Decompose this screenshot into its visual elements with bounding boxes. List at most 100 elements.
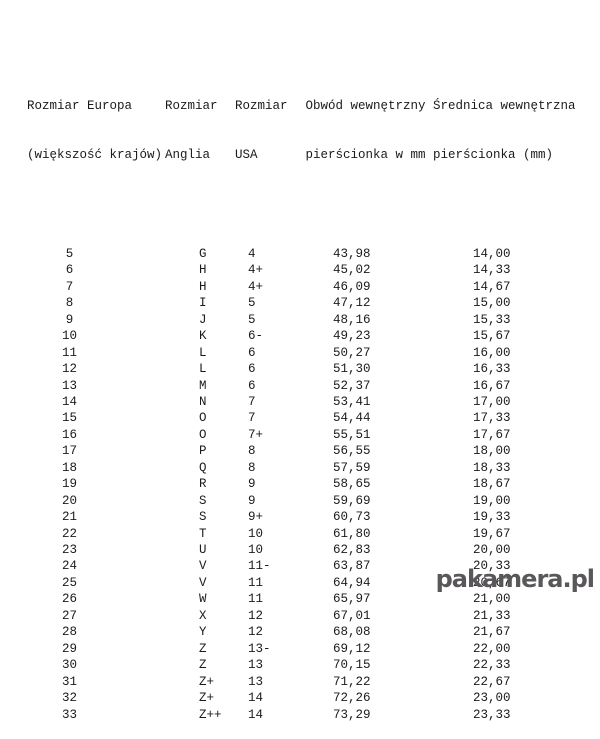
header-circumference: Obwód wewnętrzny pierścionka w mm bbox=[298, 65, 433, 197]
cell-us: 4+ bbox=[248, 279, 264, 294]
cell-circumference: 51,30 bbox=[333, 362, 371, 377]
cell-diameter: 17,67 bbox=[473, 427, 511, 442]
cell-circumference: 50,27 bbox=[333, 345, 371, 360]
cell-circumference: 60,73 bbox=[333, 510, 371, 525]
cell-eu: 13 bbox=[61, 378, 77, 393]
header-uk: Rozmiar Anglia bbox=[165, 65, 235, 197]
table-row: 18 Q 8 57,59 18,33 bbox=[27, 460, 600, 476]
cell-eu: 24 bbox=[61, 559, 77, 574]
cell-diameter: 14,67 bbox=[473, 279, 511, 294]
cell-diameter: 20,67 bbox=[473, 575, 511, 590]
table-row: 14 N 7 53,41 17,00 bbox=[27, 394, 600, 410]
cell-circumference: 46,09 bbox=[333, 279, 371, 294]
header-diameter: Średnica wewnętrzna pierścionka (mm) bbox=[433, 65, 600, 197]
cell-us: 5 bbox=[248, 312, 256, 327]
cell-eu: 32 bbox=[61, 691, 77, 706]
cell-circumference: 71,22 bbox=[333, 674, 371, 689]
cell-eu: 29 bbox=[61, 641, 77, 656]
table-row: 12 L 6 51,30 16,33 bbox=[27, 361, 600, 377]
cell-diameter: 23,00 bbox=[473, 691, 511, 706]
cell-uk: Z++ bbox=[199, 707, 222, 722]
cell-us: 7 bbox=[248, 394, 256, 409]
cell-uk: M bbox=[199, 378, 207, 393]
cell-circumference: 63,87 bbox=[333, 559, 371, 574]
cell-us: 9 bbox=[248, 477, 256, 492]
cell-us: 4+ bbox=[248, 263, 264, 278]
cell-circumference: 72,26 bbox=[333, 691, 371, 706]
cell-diameter: 16,00 bbox=[473, 345, 511, 360]
cell-uk: L bbox=[199, 362, 207, 377]
table-row: 33 Z++ 14 73,29 23,33 bbox=[27, 707, 600, 723]
cell-us: 12 bbox=[248, 625, 264, 640]
header-circumference-line2: pierścionka w mm bbox=[305, 148, 426, 163]
cell-eu: 20 bbox=[61, 493, 77, 508]
cell-diameter: 20,33 bbox=[473, 559, 511, 574]
cell-circumference: 53,41 bbox=[333, 394, 371, 409]
cell-circumference: 47,12 bbox=[333, 296, 371, 311]
cell-diameter: 22,00 bbox=[473, 641, 511, 656]
cell-diameter: 21,33 bbox=[473, 608, 511, 623]
cell-eu: 7 bbox=[65, 279, 74, 294]
ring-size-chart-page: { "page": { "background": "#ffffff", "te… bbox=[27, 65, 600, 722]
cell-uk: R bbox=[199, 477, 207, 492]
cell-us: 9 bbox=[248, 493, 256, 508]
cell-diameter: 16,33 bbox=[473, 362, 511, 377]
cell-diameter: 15,33 bbox=[473, 312, 511, 327]
cell-us: 6 bbox=[248, 345, 256, 360]
cell-us: 10 bbox=[248, 543, 264, 558]
cell-eu: 19 bbox=[61, 477, 77, 492]
cell-us: 14 bbox=[248, 691, 264, 706]
table-row: 21 S 9+ 60,73 19,33 bbox=[27, 509, 600, 525]
cell-diameter: 17,33 bbox=[473, 411, 511, 426]
cell-circumference: 58,65 bbox=[333, 477, 371, 492]
cell-us: 13 bbox=[248, 674, 264, 689]
cell-eu: 31 bbox=[61, 674, 77, 689]
cell-diameter: 16,67 bbox=[473, 378, 511, 393]
cell-diameter: 15,00 bbox=[473, 296, 511, 311]
table-row: 28 Y 12 68,08 21,67 bbox=[27, 624, 600, 640]
cell-circumference: 59,69 bbox=[333, 493, 371, 508]
cell-eu: 27 bbox=[61, 608, 77, 623]
table-row: 23 U 10 62,83 20,00 bbox=[27, 542, 600, 558]
cell-diameter: 19,67 bbox=[473, 526, 511, 541]
cell-uk: O bbox=[199, 427, 207, 442]
cell-diameter: 19,33 bbox=[473, 510, 511, 525]
cell-diameter: 20,00 bbox=[473, 543, 511, 558]
cell-diameter: 14,00 bbox=[473, 246, 511, 261]
cell-us: 13- bbox=[248, 641, 271, 656]
table-row: 5 G 4 43,98 14,00 bbox=[27, 246, 600, 262]
table-row: 32 Z+ 14 72,26 23,00 bbox=[27, 690, 600, 706]
cell-eu: 28 bbox=[61, 625, 77, 640]
cell-diameter: 17,00 bbox=[473, 394, 511, 409]
cell-uk: H bbox=[199, 279, 207, 294]
cell-diameter: 21,67 bbox=[473, 625, 511, 640]
cell-uk: O bbox=[199, 411, 207, 426]
cell-uk: Z bbox=[199, 658, 207, 673]
cell-eu: 18 bbox=[61, 460, 77, 475]
table-row: 8 I 5 47,12 15,00 bbox=[27, 295, 600, 311]
cell-us: 13 bbox=[248, 658, 264, 673]
cell-circumference: 54,44 bbox=[333, 411, 371, 426]
table-header: Rozmiar Europa (większość krajów) Rozmia… bbox=[27, 65, 600, 197]
header-us: Rozmiar USA bbox=[235, 65, 298, 197]
cell-uk: U bbox=[199, 543, 207, 558]
cell-diameter: 15,67 bbox=[473, 329, 511, 344]
cell-eu: 9 bbox=[65, 312, 74, 327]
table-row: 19 R 9 58,65 18,67 bbox=[27, 476, 600, 492]
cell-eu: 14 bbox=[61, 394, 77, 409]
cell-eu: 11 bbox=[61, 345, 77, 360]
header-circumference-line1: Obwód wewnętrzny bbox=[305, 98, 426, 113]
cell-uk: Z+ bbox=[199, 691, 215, 706]
cell-eu: 15 bbox=[61, 411, 77, 426]
header-eu-line1: Rozmiar Europa bbox=[27, 98, 133, 113]
table-row: 15 O 7 54,44 17,33 bbox=[27, 410, 600, 426]
cell-eu: 6 bbox=[65, 263, 74, 278]
cell-uk: Z+ bbox=[199, 674, 215, 689]
table-row: 24 V 11- 63,87 20,33 bbox=[27, 558, 600, 574]
cell-circumference: 62,83 bbox=[333, 543, 371, 558]
cell-eu: 30 bbox=[61, 658, 77, 673]
cell-uk: I bbox=[199, 296, 207, 311]
table-row: 31 Z+ 13 71,22 22,67 bbox=[27, 674, 600, 690]
cell-uk: J bbox=[199, 312, 207, 327]
cell-uk: K bbox=[199, 329, 207, 344]
